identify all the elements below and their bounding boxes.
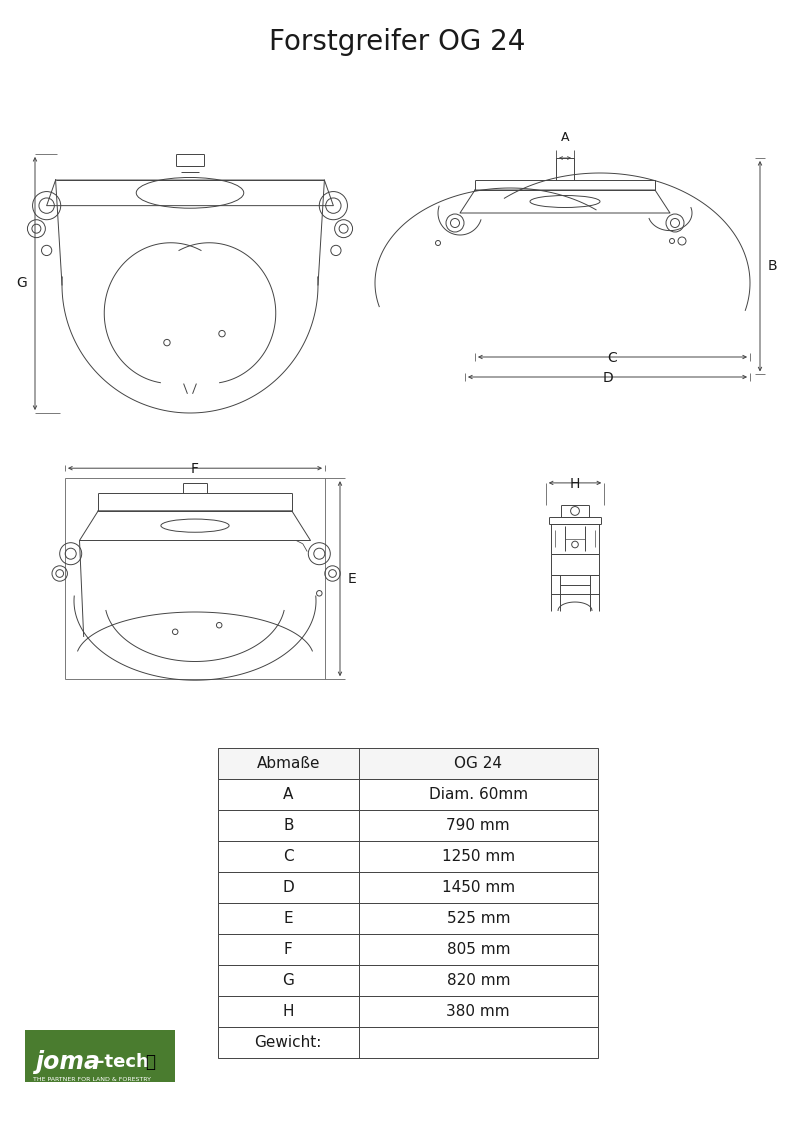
Bar [218, 841, 598, 871]
Bar [218, 903, 598, 934]
Bar [218, 871, 598, 903]
Text: G: G [16, 276, 27, 291]
Text: 525 mm: 525 mm [446, 911, 510, 926]
Bar [218, 965, 598, 996]
Text: 790 mm: 790 mm [446, 818, 510, 833]
Text: H: H [283, 1004, 294, 1019]
Text: joma: joma [35, 1050, 100, 1074]
Text: 380 mm: 380 mm [446, 1004, 510, 1019]
Text: H: H [570, 477, 580, 491]
Text: Abmaße: Abmaße [256, 756, 320, 772]
Text: D: D [602, 371, 613, 385]
Text: E: E [348, 572, 357, 586]
Text: F: F [284, 942, 293, 957]
Text: G: G [283, 973, 295, 988]
Bar [218, 810, 598, 841]
Bar [218, 1028, 598, 1058]
Bar [218, 748, 598, 779]
Text: B: B [768, 259, 777, 273]
Text: C: C [607, 351, 618, 365]
Bar [218, 934, 598, 965]
Bar [218, 779, 598, 810]
Text: A: A [561, 131, 569, 144]
Text: D: D [283, 880, 294, 895]
Text: 1450 mm: 1450 mm [441, 880, 515, 895]
Text: C: C [283, 849, 294, 864]
Text: Diam. 60mm: Diam. 60mm [429, 787, 528, 802]
Text: E: E [283, 911, 293, 926]
Text: F: F [191, 463, 199, 476]
Text: 805 mm: 805 mm [446, 942, 510, 957]
Text: B: B [283, 818, 294, 833]
Text: 🌲: 🌲 [145, 1053, 155, 1071]
Text: OG 24: OG 24 [454, 756, 503, 772]
Text: Gewicht:: Gewicht: [255, 1035, 322, 1050]
Bar [25, 1030, 175, 1081]
Bar [218, 996, 598, 1028]
Text: -tech: -tech [97, 1053, 148, 1071]
Text: 820 mm: 820 mm [446, 973, 510, 988]
Text: A: A [283, 787, 294, 802]
Text: 1250 mm: 1250 mm [441, 849, 515, 864]
Text: Forstgreifer OG 24: Forstgreifer OG 24 [269, 28, 525, 56]
Text: THE PARTNER FOR LAND & FORESTRY: THE PARTNER FOR LAND & FORESTRY [33, 1077, 151, 1081]
